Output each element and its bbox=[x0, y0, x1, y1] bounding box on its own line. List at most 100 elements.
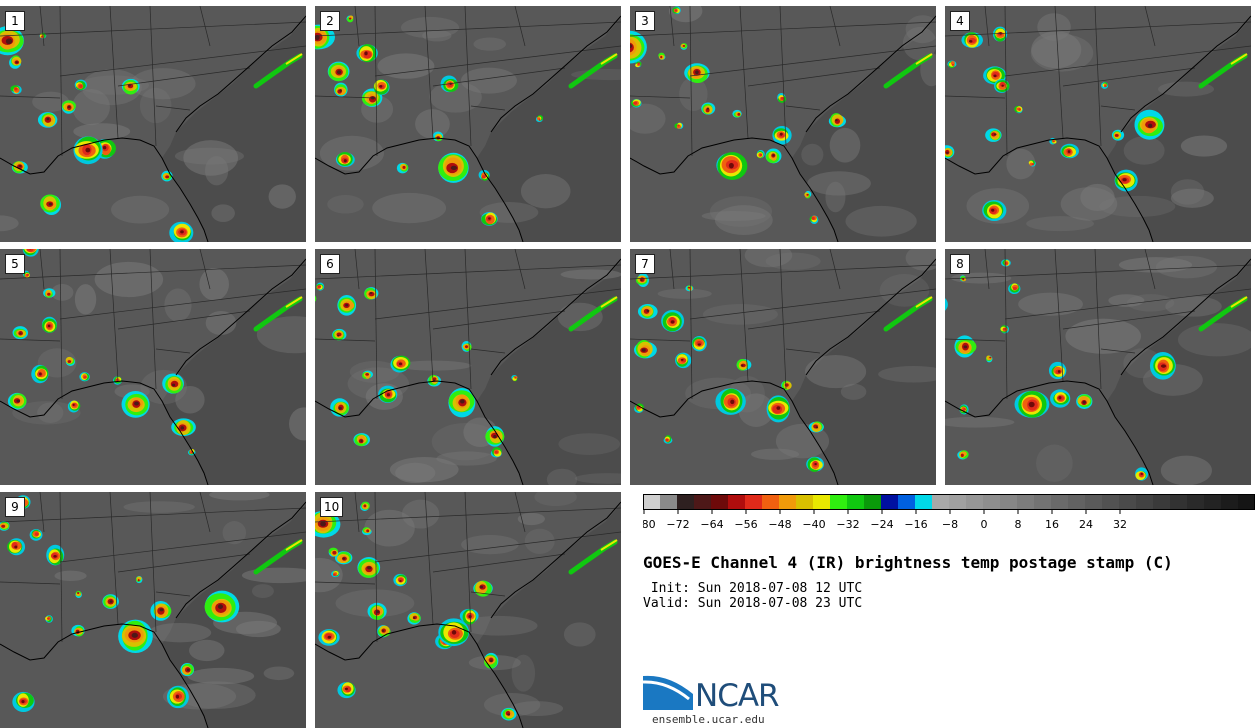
convective-cell bbox=[402, 165, 406, 169]
colorbar-swatch bbox=[677, 494, 694, 510]
convective-cell bbox=[360, 439, 363, 443]
convective-cell bbox=[363, 504, 367, 508]
colorbar-tick-label: −56 bbox=[734, 518, 757, 531]
convective-cell bbox=[630, 44, 633, 49]
convective-cell bbox=[159, 608, 164, 612]
convective-cell bbox=[451, 630, 457, 635]
convective-cell bbox=[381, 629, 385, 632]
convective-cell bbox=[131, 632, 138, 638]
convective-cell bbox=[1, 524, 6, 528]
colorbar-swatch bbox=[1085, 494, 1102, 510]
convective-cell bbox=[217, 604, 224, 609]
ncar-logo-icon bbox=[643, 675, 693, 710]
colorbar-swatch bbox=[813, 494, 830, 510]
colorbar-swatch bbox=[881, 494, 898, 510]
convective-cell bbox=[960, 453, 964, 457]
convective-cell bbox=[317, 285, 322, 289]
convective-cell bbox=[1104, 85, 1107, 88]
convective-cell bbox=[40, 35, 43, 38]
colorbar-swatch bbox=[1221, 494, 1238, 510]
convective-cell bbox=[345, 303, 349, 307]
convective-cell bbox=[398, 362, 403, 366]
convective-cell bbox=[102, 145, 107, 150]
colorbar-swatch bbox=[1153, 494, 1170, 510]
colorbar-swatch bbox=[1102, 494, 1119, 510]
convective-cell bbox=[369, 292, 373, 295]
colorbar-swatch bbox=[1119, 494, 1136, 510]
ir-satellite-map-5 bbox=[0, 249, 306, 485]
member-number-label: 4 bbox=[950, 11, 970, 31]
ir-satellite-map-1 bbox=[0, 6, 306, 242]
colorbar-swatch bbox=[949, 494, 966, 510]
convective-cell bbox=[811, 216, 815, 220]
convective-cell bbox=[460, 399, 465, 404]
convective-cell bbox=[963, 345, 968, 349]
member-number-label: 1 bbox=[5, 11, 25, 31]
colorbar-tick-label: 32 bbox=[1113, 518, 1127, 531]
colorbar-tick-label: −40 bbox=[802, 518, 825, 531]
convective-cell bbox=[348, 17, 352, 20]
convective-cell bbox=[772, 154, 775, 157]
convective-cell bbox=[320, 521, 326, 527]
member-number-label: 10 bbox=[320, 497, 344, 517]
ir-satellite-map-9 bbox=[0, 492, 306, 728]
convective-cell bbox=[1140, 472, 1144, 476]
colorbar-swatch bbox=[694, 494, 711, 510]
convective-cell bbox=[815, 426, 819, 429]
colorbar-swatch bbox=[1051, 494, 1068, 510]
convective-cell bbox=[1122, 178, 1127, 182]
convective-cell bbox=[365, 373, 370, 376]
convective-cell bbox=[1001, 84, 1004, 87]
stamp-panel-4: 4 bbox=[945, 6, 1251, 242]
ensemble-url: ensemble.ucar.edu bbox=[652, 713, 765, 726]
convective-cell bbox=[363, 50, 372, 59]
convective-cell bbox=[1114, 134, 1119, 137]
convective-cell bbox=[637, 62, 640, 65]
convective-cell bbox=[806, 193, 809, 196]
convective-cell bbox=[1160, 364, 1167, 368]
convective-cell bbox=[1057, 370, 1061, 373]
colorbar-tick-label: −80 bbox=[643, 518, 656, 531]
convective-cell bbox=[367, 566, 372, 570]
member-number-label: 3 bbox=[635, 11, 655, 31]
convective-cell bbox=[494, 450, 498, 454]
colorbar-swatch bbox=[1034, 494, 1051, 510]
convective-cell bbox=[26, 273, 29, 277]
stamp-panel-6: 6 bbox=[315, 249, 621, 485]
convective-cell bbox=[660, 55, 663, 59]
convective-cell bbox=[814, 462, 817, 466]
convective-cell bbox=[333, 573, 336, 576]
convective-cell bbox=[728, 162, 734, 169]
convective-cell bbox=[1003, 327, 1007, 331]
convective-cell bbox=[77, 591, 80, 595]
member-number-label: 9 bbox=[5, 497, 25, 517]
convective-cell bbox=[682, 45, 686, 47]
convective-cell bbox=[14, 545, 18, 549]
convective-cell bbox=[963, 408, 966, 411]
colorbar-swatch bbox=[711, 494, 728, 510]
ir-satellite-map-6 bbox=[315, 249, 621, 485]
colorbar-tick-label: 24 bbox=[1079, 518, 1093, 531]
colorbar-swatch bbox=[966, 494, 983, 510]
colorbar-tick-label: −24 bbox=[870, 518, 893, 531]
ncar-logo: NCAR ensemble.ucar.edu bbox=[643, 672, 803, 726]
convective-cell bbox=[962, 278, 965, 281]
convective-cell bbox=[315, 295, 317, 302]
stamp-panel-2: 2 bbox=[315, 6, 621, 242]
convective-cell bbox=[364, 51, 368, 56]
convective-cell bbox=[332, 550, 337, 555]
convective-cell bbox=[759, 153, 763, 156]
ncar-logo-text: NCAR bbox=[695, 678, 780, 714]
convective-cell bbox=[633, 101, 638, 105]
convective-cell bbox=[951, 63, 955, 66]
colorbar-swatch bbox=[932, 494, 949, 510]
colorbar-swatch bbox=[1017, 494, 1034, 510]
convective-cell bbox=[83, 375, 87, 379]
ir-satellite-map-3 bbox=[630, 6, 936, 242]
colorbar-swatch bbox=[915, 494, 932, 510]
colorbar-swatch bbox=[847, 494, 864, 510]
convective-cell bbox=[479, 585, 484, 589]
convective-cell bbox=[1028, 401, 1035, 408]
convective-cell bbox=[741, 364, 744, 367]
convective-cell bbox=[343, 159, 347, 163]
